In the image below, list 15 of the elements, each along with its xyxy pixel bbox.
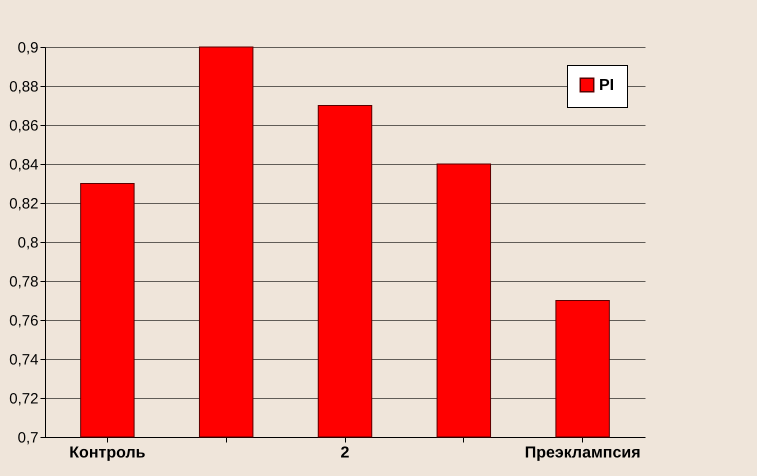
y-tick-label: 0,76 [9,312,38,330]
y-tick-label: 0,88 [9,78,38,96]
y-tick-label: 0,9 [18,40,38,56]
x-tick-label: Контроль [69,444,146,462]
y-tick-label: 0,74 [9,352,38,368]
legend-label: PI [599,77,614,94]
y-tick-label: 0,8 [18,234,38,252]
y-tick-label: 0,78 [9,274,38,290]
y-tick-label: 0,86 [9,118,38,134]
x-tick-label: 2 [340,444,350,462]
y-tick-label: 0,82 [9,196,38,212]
y-tick-label: 0,84 [9,156,38,174]
x-tick-label: Преэклампсия [524,444,641,462]
y-tick-label: 0,72 [9,390,38,408]
y-tick-label: 0,7 [18,430,38,446]
